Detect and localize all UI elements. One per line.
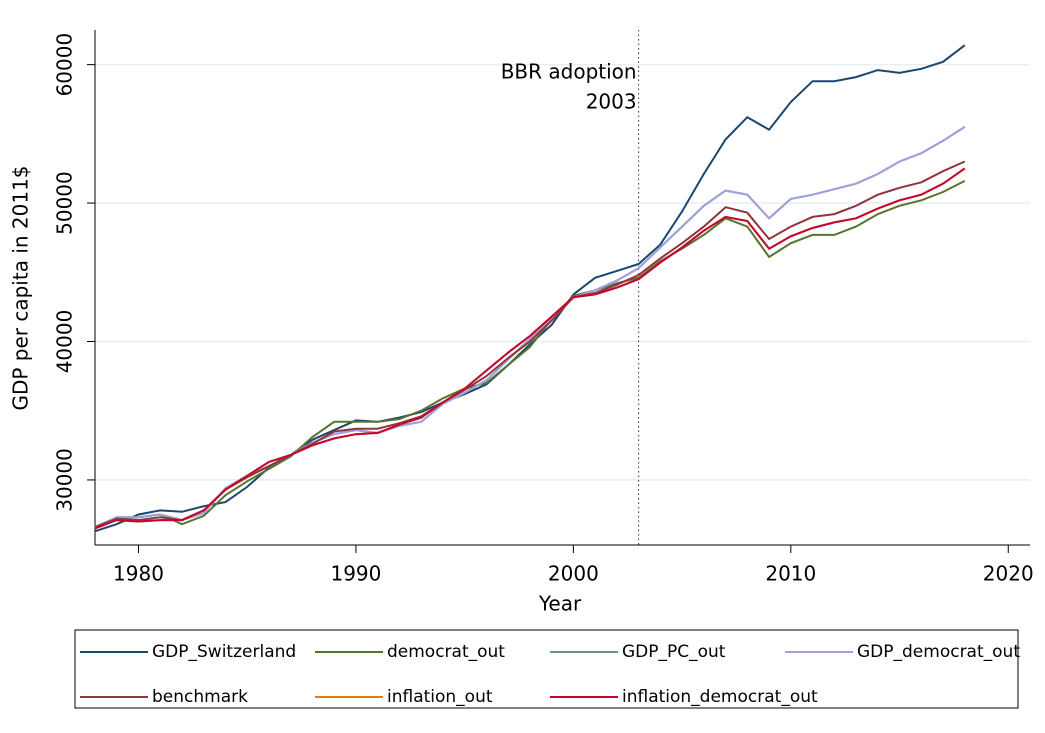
x-tick-label: 2020	[983, 562, 1034, 586]
legend-box	[74, 629, 1019, 709]
legend-label: inflation_democrat_out	[622, 687, 818, 707]
y-tick-label: 30000	[53, 448, 77, 512]
legend-label: benchmark	[152, 687, 248, 707]
x-axis-title: Year	[538, 592, 582, 616]
x-tick-label: 2010	[765, 562, 816, 586]
annotation: BBR adoption	[501, 60, 637, 84]
x-tick-label: 2000	[548, 562, 599, 586]
series-line	[94, 180, 966, 530]
legend-label: democrat_out	[387, 642, 505, 662]
y-tick-label: 40000	[53, 310, 77, 374]
series-line	[94, 44, 966, 533]
x-tick-label: 1990	[330, 562, 381, 586]
y-tick-label: 60000	[53, 33, 77, 97]
legend-label: GDP_Switzerland	[152, 642, 296, 662]
y-tick-label: 50000	[53, 171, 77, 235]
series-line	[94, 167, 966, 530]
x-tick-label: 1980	[113, 562, 164, 586]
legend-label: inflation_out	[387, 687, 493, 707]
legend-label: GDP_PC_out	[622, 642, 726, 662]
legend-label: GDP_democrat_out	[857, 642, 1020, 662]
annotation: 2003	[586, 90, 637, 114]
y-axis-title: GDP per capita in 2011$	[9, 165, 33, 410]
